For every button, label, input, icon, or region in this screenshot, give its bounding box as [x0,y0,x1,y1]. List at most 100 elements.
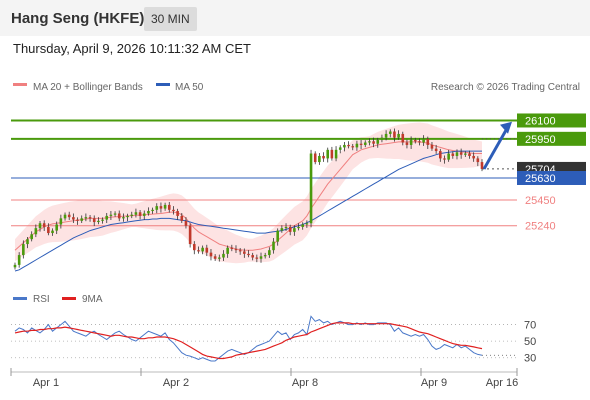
candle-body [288,226,292,232]
rsi-tick-70: 70 [524,320,536,332]
candle-body [401,133,405,143]
candle-body [42,223,46,227]
ma50-legend-label: MA 50 [175,82,204,93]
candle-body [84,217,88,219]
candle-body [318,155,321,163]
candle-body [355,143,359,148]
candle-body [426,138,430,145]
candle-body [122,217,125,219]
x-axis: Apr 1 Apr 2 Apr 8 Apr 9 Apr 16 [10,368,518,389]
candle-body [180,215,184,221]
timestamp: Thursday, April 9, 2026 10:11:32 AM CET [13,41,251,56]
candle-body [409,140,413,145]
candle-body [259,256,263,259]
candle-body [393,131,396,138]
candle-body [405,142,409,145]
candle-body [67,214,71,218]
candle-body [301,224,305,227]
candle-body [176,211,179,216]
candle-body [326,149,330,159]
candle-body [380,137,384,141]
candle-body [459,152,463,155]
candle-body [243,251,246,254]
candle-body [347,144,350,147]
candle-body [397,133,400,138]
bollinger-band [15,122,482,264]
rsi-line [14,315,483,362]
candle-body [351,146,355,148]
candle-body [101,219,104,221]
candle-body [192,244,196,251]
rsi-legend-label: RSI [33,294,50,305]
candle-body [272,241,275,251]
candle-body [159,206,163,209]
candle-body [97,220,100,223]
candle-body [38,223,42,229]
rsi-ma-legend-label: 9MA [82,294,103,305]
candle-body [268,250,271,256]
level-label-26100: 26100 [525,115,556,127]
candle-body [359,143,363,145]
candle-body [372,141,375,144]
candle-body [439,151,442,159]
level-tag-25630 [517,170,586,185]
candle-body [368,141,371,143]
candle-body [468,153,471,156]
candle-body [105,215,109,220]
candle-body [126,215,129,218]
candle-body [226,247,229,254]
rsi-plot: 70 50 30 [11,315,536,365]
candle-body [218,257,221,259]
candle-body [72,217,75,220]
candle-body [455,152,459,156]
chart-header: Hang Seng (HKFE) 30 MIN [0,0,590,36]
candle-body [92,218,96,223]
candle-body [476,158,480,163]
candle-body [30,234,33,240]
candle-body [284,226,288,229]
candle-body [247,253,250,256]
candle-body [13,264,17,268]
candle-body [201,247,204,252]
candle-body [251,255,254,258]
candle-body [338,147,342,150]
candle-body [222,253,225,258]
candle-body [142,213,146,216]
candle-body [47,226,50,234]
candle-body [418,141,421,143]
candle-body [384,133,388,138]
copyright-text: Research © 2026 Trading Central [431,82,580,93]
candle-body [280,228,284,231]
candle-body [113,213,117,215]
candle-body [293,228,296,232]
candle-body [213,256,217,259]
candle-body [138,212,142,216]
candle-body [480,162,484,169]
candle-body [276,230,279,242]
candle-body [309,153,313,224]
projection-arrow-head [500,121,512,134]
candle-body [388,131,392,134]
candle-body [443,158,446,160]
timeframe-badge[interactable]: 30 MIN [144,7,197,31]
candle-body [88,217,92,219]
candle-body [447,153,450,160]
candle-body [297,226,300,229]
candle-body [17,255,21,265]
x-tick-label: Apr 8 [292,377,318,389]
rsi-legend-swatch [13,297,27,300]
candle-body [313,153,317,163]
level-tag-25950 [517,131,586,146]
candle-body [413,140,417,142]
candle-body [26,239,29,245]
candle-body [255,257,259,259]
ma50-line [14,150,482,272]
candle-body [422,138,425,143]
level-label-25630: 25630 [525,173,556,185]
x-tick-label: Apr 9 [421,377,447,389]
candle-body [63,214,67,219]
ma20-legend-swatch [13,83,27,86]
ma20-legend-label: MA 20 + Bollinger Bands [33,82,143,93]
candle-body [155,206,159,210]
